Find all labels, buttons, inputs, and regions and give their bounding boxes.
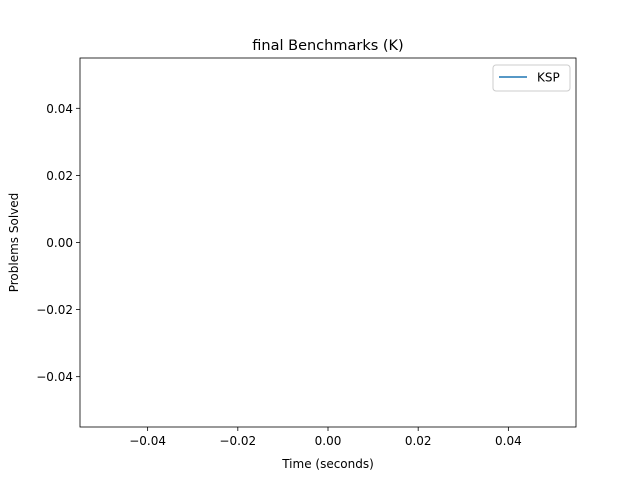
y-tick-label: 0.00 [46,236,73,250]
y-tick-label: −0.02 [36,303,73,317]
y-axis-label: Problems Solved [7,193,21,293]
x-tick-label: 0.04 [495,434,522,448]
x-tick-label: 0.00 [315,434,342,448]
x-axis-label: Time (seconds) [281,457,374,471]
y-axis-ticks: −0.04 −0.02 0.00 0.02 0.04 [36,102,80,384]
chart-title: final Benchmarks (K) [252,38,403,54]
x-axis-ticks: −0.04 −0.02 0.00 0.02 0.04 [129,427,522,448]
plot-area [80,58,576,427]
y-tick-label: −0.04 [36,370,73,384]
x-tick-label: 0.02 [405,434,432,448]
legend-label-ksp: KSP [537,71,560,85]
plot-frame [79,57,577,428]
y-tick-label: 0.02 [46,169,73,183]
x-tick-label: −0.04 [129,434,166,448]
y-tick-label: 0.04 [46,102,73,116]
legend: KSP [492,64,571,92]
legend-box [492,64,571,92]
x-tick-label: −0.02 [219,434,256,448]
